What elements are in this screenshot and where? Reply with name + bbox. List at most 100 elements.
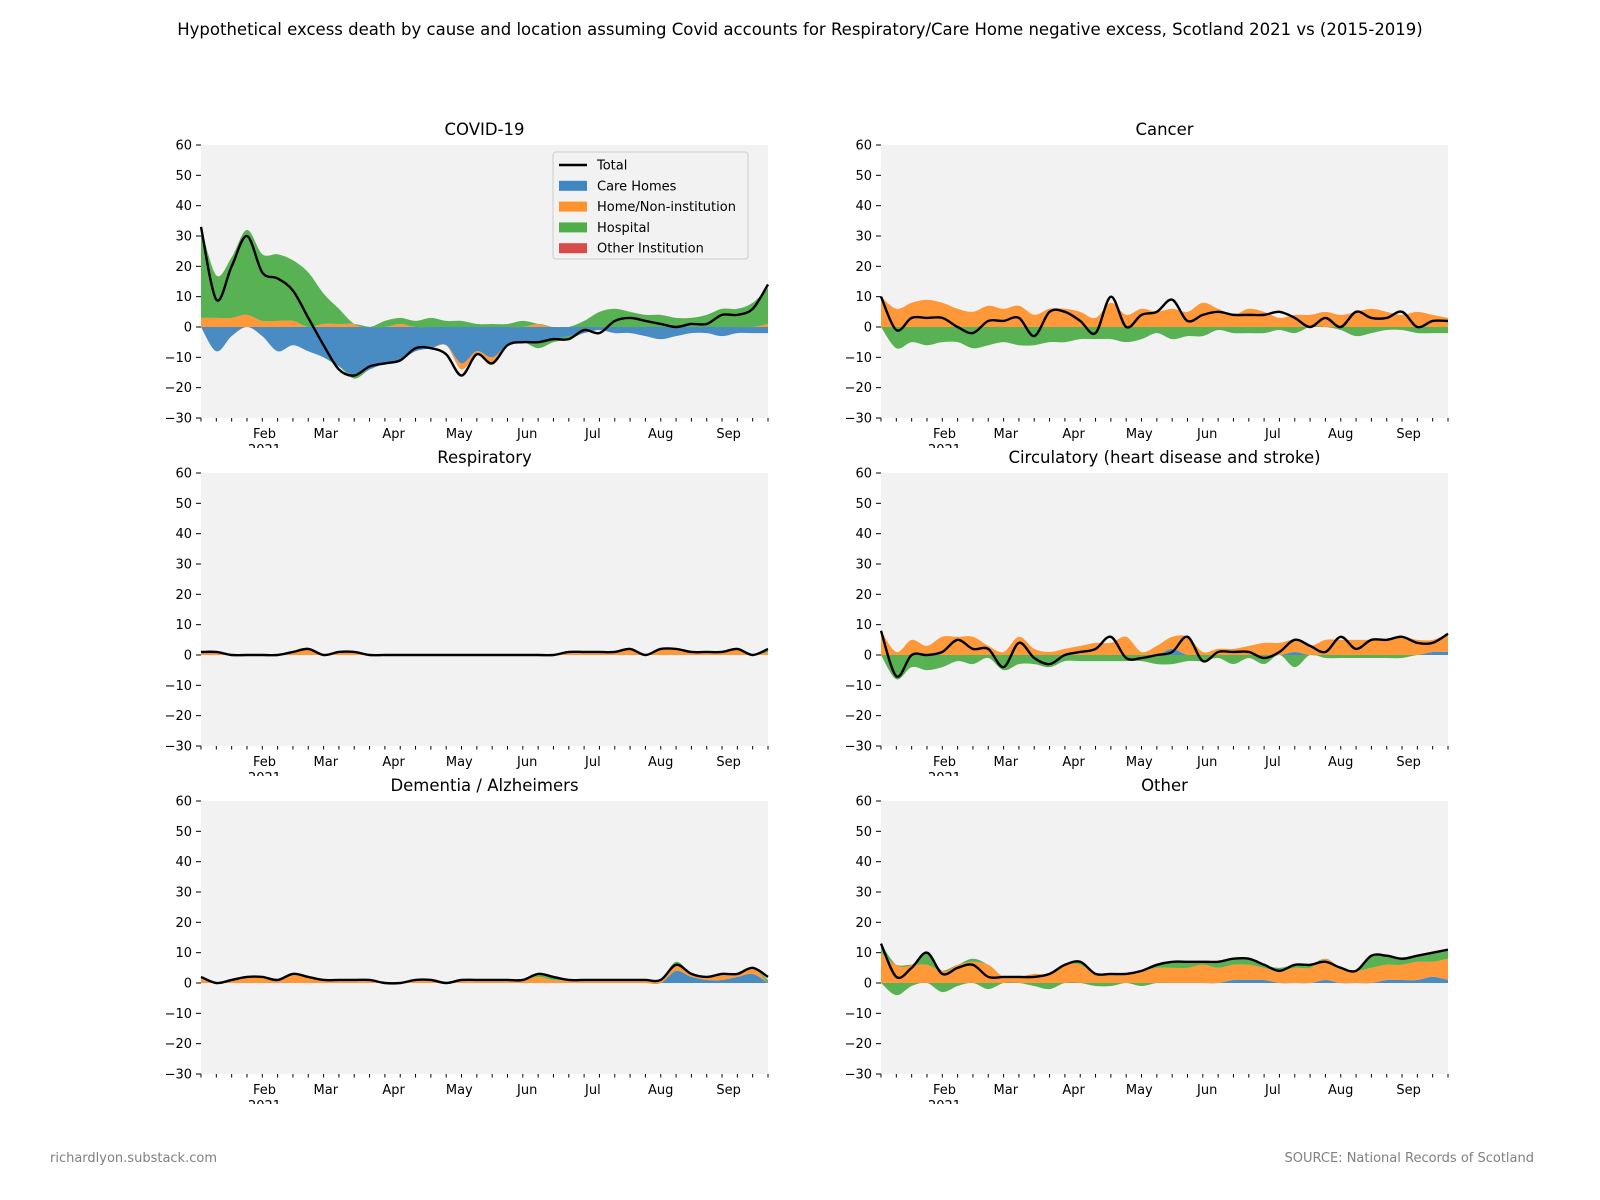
xtick-label-dementia-mar: Mar — [314, 1083, 339, 1098]
ytick-label-dementia-0: 0 — [184, 977, 192, 992]
ytick-label-circulatory-50: 50 — [855, 497, 872, 512]
area-other-care-homes-pos — [881, 976, 1448, 984]
ytick-label-respiratory--30: −30 — [165, 740, 192, 755]
ytick-label-cancer-50: 50 — [855, 169, 872, 184]
xtick-label-respiratory-may: May — [446, 755, 473, 770]
ytick-label-other-40: 40 — [855, 855, 872, 870]
total-line-covid — [199, 226, 770, 377]
legend-label-total: Total — [596, 159, 627, 174]
xtick-year-other: 2021 — [928, 1099, 961, 1104]
xtick-label-cancer-sep: Sep — [1396, 427, 1421, 442]
ytick-label-covid-10: 10 — [175, 290, 192, 305]
xtick-label-covid-apr: Apr — [382, 427, 405, 442]
total-line-respiratory — [200, 647, 769, 657]
chart-title-respiratory: Respiratory — [437, 448, 532, 467]
ytick-label-other-50: 50 — [855, 825, 872, 840]
ytick-label-other--10: −10 — [845, 1007, 872, 1022]
ytick-label-cancer--20: −20 — [845, 381, 872, 396]
legend-box — [552, 151, 749, 260]
area-circulatory-care-homes-pos — [881, 648, 1448, 656]
ytick-label-respiratory--20: −20 — [165, 709, 192, 724]
xtick-label-covid-may: May — [446, 427, 473, 442]
ytick-label-circulatory--30: −30 — [845, 740, 872, 755]
area-other-hospital-neg — [881, 982, 1448, 996]
footer-credit: richardlyon.substack.com — [50, 1151, 217, 1166]
xtick-label-covid-jun: Jun — [516, 427, 537, 442]
panel-circulatory: Circulatory (heart disease and stroke) 60… — [830, 446, 1470, 776]
area-circulatory-home-non-institution-pos — [881, 630, 1448, 656]
total-line-other — [879, 943, 1449, 980]
chart-other: Other 60 50 40 30 20 10 0 −10 −20 −30 Feb Mar Apr May J… — [845, 776, 1449, 1104]
ytick-label-respiratory-0: 0 — [184, 649, 192, 664]
total-line-dementia — [200, 963, 769, 985]
xtick-label-circulatory-feb: Feb — [933, 755, 956, 770]
plot-area-circulatory — [881, 473, 1448, 746]
ytick-label-covid-0: 0 — [184, 321, 192, 336]
area-covid-home-non-institution-pos — [201, 314, 768, 328]
ytick-label-dementia-20: 20 — [175, 916, 192, 931]
area-other-home-non-institution-pos — [881, 952, 1448, 984]
ytick-label-dementia-40: 40 — [175, 855, 192, 870]
legend-swatch-home-non-institution — [559, 201, 587, 212]
xtick-label-other-mar: Mar — [994, 1083, 1019, 1098]
chart-title-cancer: Cancer — [1135, 120, 1193, 139]
ytick-label-covid-20: 20 — [175, 260, 192, 275]
chart-title-dementia: Dementia / Alzheimers — [390, 776, 578, 795]
xtick-label-dementia-may: May — [446, 1083, 473, 1098]
area-cancer-home-non-institution-pos — [881, 296, 1448, 327]
ytick-label-respiratory-40: 40 — [175, 527, 192, 542]
xtick-label-dementia-apr: Apr — [382, 1083, 405, 1098]
ytick-label-circulatory--10: −10 — [845, 679, 872, 694]
xtick-label-cancer-apr: Apr — [1062, 427, 1085, 442]
plot-area-respiratory — [201, 473, 768, 746]
area-cancer-hospital-neg — [881, 326, 1448, 349]
ytick-label-cancer--30: −30 — [845, 412, 872, 427]
xtick-label-covid-mar: Mar — [314, 427, 339, 442]
xtick-year-respiratory: 2021 — [248, 771, 281, 776]
xtick-label-dementia-jul: Jul — [584, 1083, 601, 1098]
xtick-label-respiratory-sep: Sep — [716, 755, 741, 770]
chart-cancer: Cancer 60 50 40 30 20 10 0 −10 −20 −30 Feb Mar Apr May… — [845, 120, 1449, 448]
chart-respiratory: Respiratory 60 50 40 30 20 10 0 −10 −20 −30 Feb Mar A… — [165, 448, 769, 776]
ytick-label-other--20: −20 — [845, 1037, 872, 1052]
panel-other: Other 60 50 40 30 20 10 0 −10 −20 −30 Feb Mar Apr May J… — [830, 774, 1470, 1104]
legend-label-other-institution: Other Institution — [597, 242, 704, 257]
total-line-cancer — [879, 295, 1449, 338]
xtick-label-other-jun: Jun — [1196, 1083, 1217, 1098]
ytick-label-dementia--10: −10 — [165, 1007, 192, 1022]
plot-area-other — [881, 801, 1448, 1074]
xtick-label-respiratory-apr: Apr — [382, 755, 405, 770]
xtick-label-other-may: May — [1126, 1083, 1153, 1098]
xtick-label-respiratory-jun: Jun — [516, 755, 537, 770]
xtick-label-circulatory-apr: Apr — [1062, 755, 1085, 770]
xtick-label-circulatory-sep: Sep — [1396, 755, 1421, 770]
legend-label-home-non-institution: Home/Non-institution — [597, 200, 736, 215]
total-line-circulatory — [879, 630, 1449, 678]
area-circulatory-hospital-neg — [881, 654, 1448, 680]
ytick-label-dementia-50: 50 — [175, 825, 192, 840]
ytick-label-circulatory-0: 0 — [864, 649, 872, 664]
chart-title-covid: COVID-19 — [444, 120, 524, 139]
panel-dementia: Dementia / Alzheimers 60 50 40 30 20 10 0 −10 −20… — [150, 774, 790, 1104]
xtick-year-dementia: 2021 — [248, 1099, 281, 1104]
xtick-label-other-aug: Aug — [1328, 1083, 1353, 1098]
ytick-label-dementia--20: −20 — [165, 1037, 192, 1052]
xtick-label-dementia-aug: Aug — [648, 1083, 673, 1098]
ytick-label-other--30: −30 — [845, 1068, 872, 1083]
xtick-label-cancer-may: May — [1126, 427, 1153, 442]
xtick-year-cancer: 2021 — [928, 443, 961, 448]
ytick-label-cancer-0: 0 — [864, 321, 872, 336]
xtick-label-respiratory-feb: Feb — [253, 755, 276, 770]
ytick-label-covid--30: −30 — [165, 412, 192, 427]
ytick-label-respiratory-10: 10 — [175, 618, 192, 633]
xtick-label-respiratory-jul: Jul — [584, 755, 601, 770]
legend-swatch-care-homes — [559, 180, 587, 191]
ytick-label-covid-50: 50 — [175, 169, 192, 184]
ytick-label-circulatory-40: 40 — [855, 527, 872, 542]
ytick-label-circulatory-10: 10 — [855, 618, 872, 633]
ytick-label-covid--10: −10 — [165, 351, 192, 366]
panel-covid: COVID-19 60 50 40 30 20 10 0 −10 −20 −30 Feb Mar Apr M… — [150, 118, 790, 448]
ytick-label-other-20: 20 — [855, 916, 872, 931]
ytick-label-other-60: 60 — [855, 795, 872, 810]
ytick-label-circulatory-30: 30 — [855, 558, 872, 573]
